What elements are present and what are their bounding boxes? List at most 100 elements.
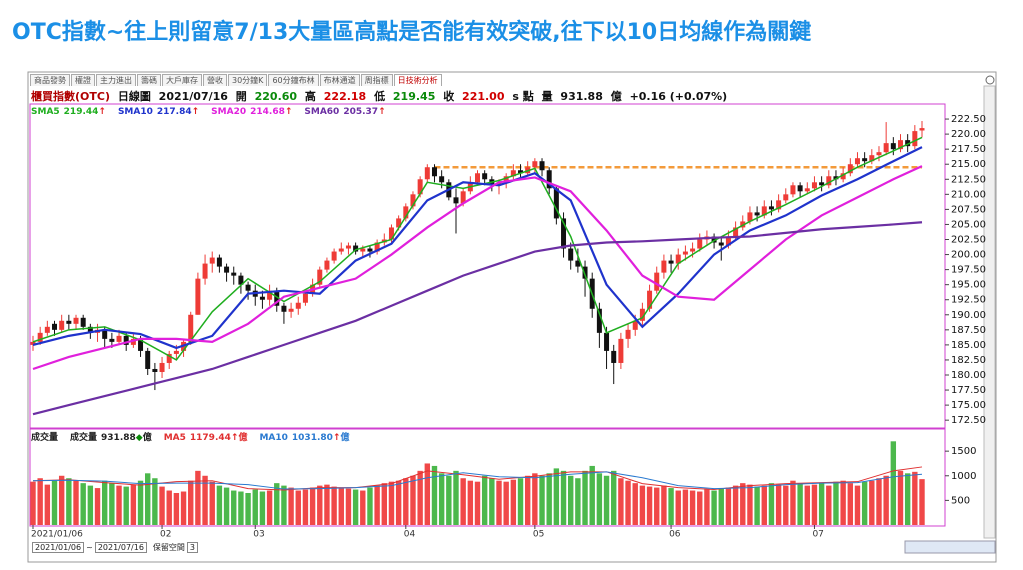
candle-body (324, 260, 330, 270)
candle-body (331, 251, 337, 261)
volume-bar (524, 475, 531, 525)
volume-bar (639, 485, 646, 525)
candle-body (439, 176, 445, 183)
volume-bar (474, 481, 481, 525)
y-tick-label: 172.50 (951, 415, 986, 426)
legend-symbol: ↑ (231, 433, 239, 443)
volume-unit: 億 (610, 90, 622, 103)
volume-bar (553, 468, 560, 525)
tab[interactable]: 日技術分析 (393, 74, 442, 86)
volume-bar (818, 483, 825, 525)
volume-bar (904, 473, 911, 525)
volume-ma-line (32, 466, 923, 491)
tab[interactable]: 30分鐘K (228, 74, 268, 86)
volume-bar (704, 489, 710, 525)
candle-body (919, 128, 925, 131)
toolbar-icons[interactable] (904, 540, 996, 554)
legend-value: 205.37 (343, 107, 378, 117)
candle-body (30, 341, 36, 345)
candle-body (138, 338, 144, 351)
volume-bar (446, 475, 452, 525)
y-tick-label: 205.00 (951, 219, 986, 230)
from-date[interactable]: 2021/01/06 (32, 542, 85, 553)
high-label: 高 (304, 90, 316, 103)
y-tick-label: 217.50 (951, 144, 986, 155)
y-tick-label: 195.00 (951, 280, 986, 291)
y-tick-label: 190.00 (951, 310, 986, 321)
volume-bar (317, 485, 323, 525)
volume-bar (195, 470, 201, 525)
volume-bar (431, 465, 438, 525)
period: 日線圖 (117, 90, 151, 103)
legend-name: SMA20 (211, 107, 246, 117)
candle-body (87, 326, 93, 333)
candle-body (159, 362, 165, 372)
volume-bar (438, 473, 445, 525)
tab[interactable]: 權證 (71, 74, 95, 86)
volume-bar (546, 473, 552, 525)
tab[interactable]: 大戶庫存 (162, 74, 202, 86)
volume-bar (80, 483, 86, 525)
high: 222.18 (323, 90, 367, 103)
candle-body (819, 182, 825, 186)
volume-bar (747, 484, 753, 525)
candle-body (761, 206, 767, 216)
legend-symbol: ↑ (333, 433, 341, 443)
volume-bar (826, 485, 832, 525)
y-tick-label: 175.00 (951, 400, 986, 411)
candle-body (639, 308, 645, 321)
volume-bar (116, 485, 122, 525)
volume-bar (675, 490, 681, 525)
volume-bar (854, 485, 861, 525)
candle-body (424, 167, 430, 180)
candle-body (317, 269, 323, 285)
x-tick-label: 03 (253, 530, 264, 540)
to-date[interactable]: 2021/07/16 (94, 542, 147, 553)
volume-bar (539, 475, 545, 525)
date: 2021/07/16 (158, 90, 228, 103)
volume-bar (30, 481, 36, 525)
tab[interactable]: 籌碼 (137, 74, 161, 86)
candle-body (718, 242, 724, 246)
candle-body (625, 329, 631, 339)
candle-body (209, 257, 215, 264)
volume-bar (202, 475, 208, 525)
candle-body (116, 335, 122, 342)
candle-body (259, 296, 265, 300)
volume-bar (668, 488, 674, 525)
tab[interactable]: 主力進出 (96, 74, 136, 86)
volume-bar (137, 480, 144, 525)
price-panel (29, 103, 946, 429)
candle-body (130, 338, 136, 345)
volume-bar (51, 480, 58, 525)
zoom-icon[interactable] (985, 75, 995, 85)
tab[interactable]: 60分鐘布林 (268, 74, 319, 86)
volume-bar (654, 487, 660, 525)
candle-body (503, 176, 509, 183)
candle-body (482, 173, 488, 180)
tab[interactable]: 商品發勢 (30, 74, 70, 86)
volume-bar (123, 486, 129, 525)
volume-bar (481, 475, 488, 525)
volume-bar (424, 463, 431, 525)
candle-body (173, 350, 179, 354)
y-tick-label: 177.50 (951, 385, 986, 396)
candle-body (912, 131, 918, 147)
candle-body (747, 212, 753, 222)
volume-bar (732, 485, 739, 525)
legend-value: 214.68 (250, 107, 285, 117)
legend-symbol: ◆ (136, 433, 143, 443)
tab[interactable]: 布林通道 (319, 74, 360, 86)
tab[interactable]: 周指標 (360, 74, 393, 86)
volume-bar (582, 470, 588, 525)
volume-bar (223, 487, 230, 525)
change: +0.16 (+0.07%) (629, 90, 728, 103)
volume-bar (919, 479, 925, 525)
tab[interactable]: 營收 (203, 74, 227, 86)
y-tick-label: 180.00 (951, 370, 986, 381)
scrollbar[interactable] (983, 85, 996, 539)
volume-bar (718, 488, 724, 525)
candle-body (288, 308, 294, 312)
reserve[interactable]: 3 (186, 542, 199, 553)
candle-body (690, 248, 696, 252)
